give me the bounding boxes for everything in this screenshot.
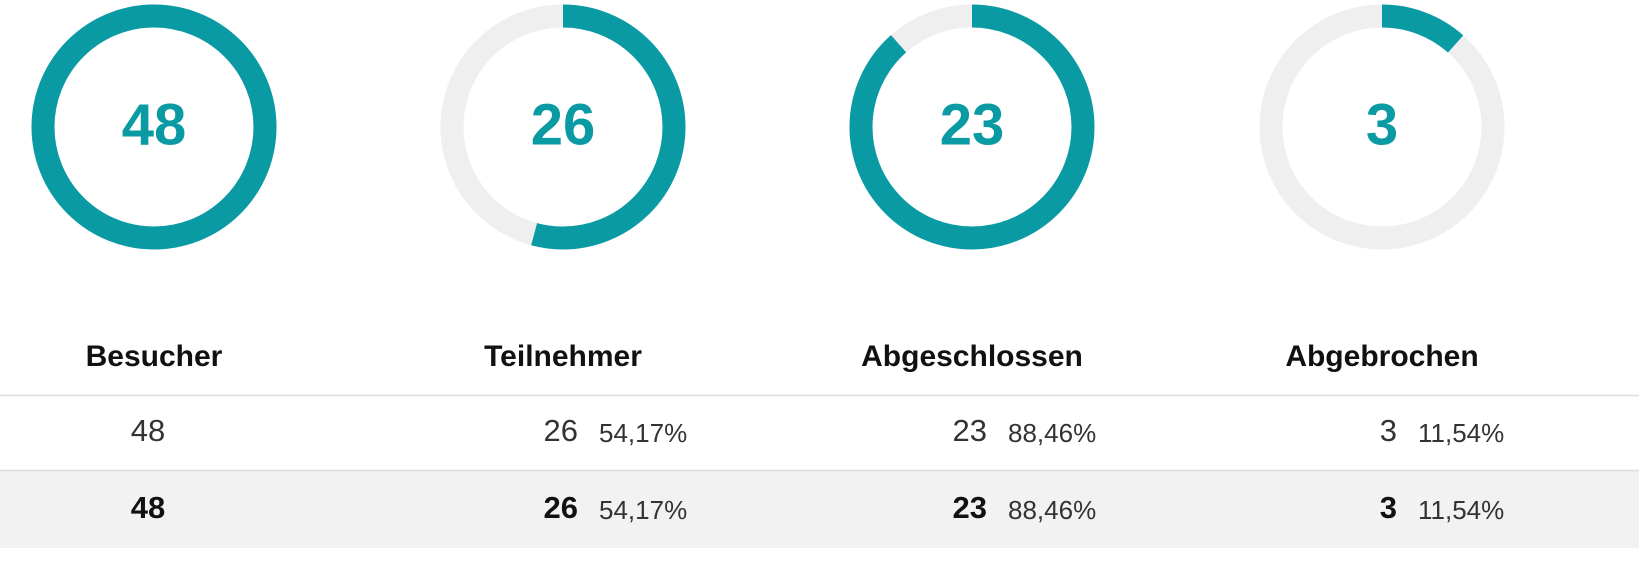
gauge-arc [31, 4, 277, 250]
cell-percent: 54,17% [599, 418, 687, 448]
gauge-value: 23 [940, 92, 1005, 157]
gauge-value: 3 [1366, 92, 1398, 157]
row-background [0, 470, 1639, 548]
cell-value: 48 [131, 413, 165, 448]
gauge-value: 26 [531, 92, 596, 157]
cell-percent: 88,46% [1008, 495, 1096, 525]
cell-value: 23 [953, 490, 987, 525]
column-header: Abgeschlossen [861, 340, 1083, 373]
cell-percent: 11,54% [1418, 495, 1504, 525]
gauge-value: 48 [122, 92, 187, 157]
column-header: Abgebrochen [1285, 340, 1478, 373]
cell-value: 23 [953, 413, 987, 448]
cell-value: 26 [544, 413, 578, 448]
cell-percent: 88,46% [1008, 418, 1096, 448]
cell-value: 26 [544, 490, 578, 525]
cell-value: 3 [1380, 413, 1397, 448]
cell-value: 48 [131, 490, 165, 525]
gauge-arc [849, 4, 1095, 250]
column-header: Besucher [86, 340, 223, 373]
cell-value: 3 [1380, 490, 1397, 525]
column-header: Teilnehmer [484, 340, 642, 373]
gauge-arc [440, 4, 686, 250]
gauge-arc [1259, 4, 1505, 250]
cell-percent: 11,54% [1418, 418, 1504, 448]
cell-percent: 54,17% [599, 495, 687, 525]
